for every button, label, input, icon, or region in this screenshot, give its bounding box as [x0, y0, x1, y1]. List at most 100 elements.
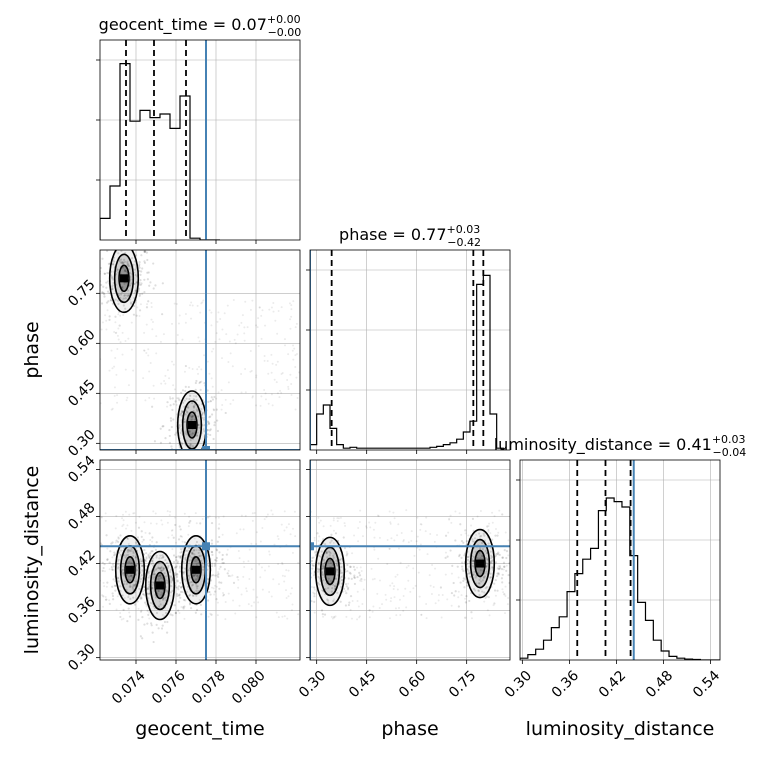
sample-point: [197, 576, 200, 579]
sample-point: [108, 599, 111, 602]
sample-point: [207, 561, 210, 564]
sample-point: [393, 539, 396, 542]
sample-point: [130, 561, 133, 564]
sample-point: [461, 568, 464, 571]
sample-point: [110, 276, 114, 280]
sample-point: [358, 616, 361, 619]
sample-point: [483, 591, 486, 594]
sample-point: [108, 568, 111, 571]
sample-point: [121, 260, 124, 264]
sample-point: [317, 563, 320, 566]
sample-point: [183, 541, 187, 544]
sample-point: [190, 556, 193, 559]
sample-point: [209, 612, 212, 615]
sample-point: [437, 599, 440, 602]
sample-point: [129, 584, 132, 587]
sample-point: [159, 593, 162, 596]
sample-point: [304, 573, 306, 575]
sample-point: [210, 324, 213, 327]
sample-point: [114, 527, 117, 530]
sample-point: [396, 573, 399, 576]
sample-point: [397, 523, 400, 526]
sample-point: [190, 415, 193, 418]
sample-point: [187, 406, 190, 409]
sample-point: [148, 617, 151, 620]
sample-point: [124, 296, 127, 300]
sample-point: [139, 560, 142, 563]
sample-point: [412, 567, 415, 570]
density-peak: [192, 565, 200, 574]
sample-point: [475, 533, 478, 536]
sample-point: [474, 576, 477, 579]
sample-point: [464, 532, 467, 535]
sample-point: [268, 308, 271, 311]
sample-point: [174, 516, 177, 519]
sample-point: [388, 510, 391, 513]
sample-point: [125, 582, 128, 586]
sample-point: [139, 562, 142, 565]
sample-point: [210, 613, 213, 616]
sample-point: [497, 551, 500, 554]
sample-point: [128, 548, 131, 551]
sample-point: [139, 278, 142, 282]
sample-point: [194, 560, 197, 563]
sample-point: [114, 315, 117, 318]
sample-point: [261, 527, 264, 530]
sample-point: [278, 396, 281, 399]
sample-point: [116, 563, 119, 566]
sample-point: [188, 602, 191, 605]
sample-point: [404, 587, 407, 590]
sample-point: [172, 363, 175, 366]
sample-point: [311, 563, 314, 566]
sample-point: [138, 264, 141, 267]
sample-point: [203, 430, 206, 433]
sample-point: [175, 565, 178, 568]
sample-point: [393, 517, 396, 520]
sample-point: [140, 564, 143, 567]
sample-point: [123, 294, 127, 297]
density-peak: [188, 421, 196, 429]
sample-point: [339, 600, 342, 603]
sample-point: [183, 432, 187, 435]
sample-point: [130, 549, 133, 552]
sample-point: [180, 441, 183, 445]
sample-point: [130, 321, 133, 324]
sample-point: [297, 613, 300, 616]
sample-point: [258, 563, 261, 566]
sample-point: [348, 601, 351, 604]
y-tick-label: 0.75: [65, 277, 98, 310]
sample-point: [181, 389, 185, 392]
sample-point: [194, 573, 197, 577]
sample-point: [113, 394, 116, 397]
sample-point: [154, 548, 158, 551]
sample-point: [462, 577, 465, 580]
sample-point: [211, 553, 214, 556]
sample-point: [472, 566, 475, 569]
sample-point: [517, 577, 519, 579]
sample-point: [195, 455, 197, 457]
sample-point: [378, 607, 381, 610]
sample-point: [111, 592, 114, 595]
sample-point: [451, 564, 454, 567]
sample-point: [195, 594, 198, 597]
sample-point: [158, 567, 161, 570]
sample-point: [137, 607, 140, 610]
x-tick-label: 0.36: [549, 668, 582, 701]
sample-point: [361, 535, 364, 538]
sample-point: [199, 388, 202, 391]
sample-point: [261, 588, 264, 591]
histogram-step: [520, 497, 720, 660]
sample-point: [106, 558, 109, 561]
sample-point: [112, 263, 115, 266]
sample-point: [281, 574, 284, 577]
sample-point: [480, 534, 483, 538]
sample-point: [329, 524, 332, 527]
sample-point: [176, 573, 179, 576]
sample-point: [272, 578, 275, 581]
sample-point: [336, 591, 339, 594]
sample-point: [198, 555, 201, 558]
sample-point: [106, 290, 110, 293]
sample-point: [159, 566, 162, 570]
sample-point: [177, 397, 180, 400]
sample-point: [288, 302, 291, 305]
